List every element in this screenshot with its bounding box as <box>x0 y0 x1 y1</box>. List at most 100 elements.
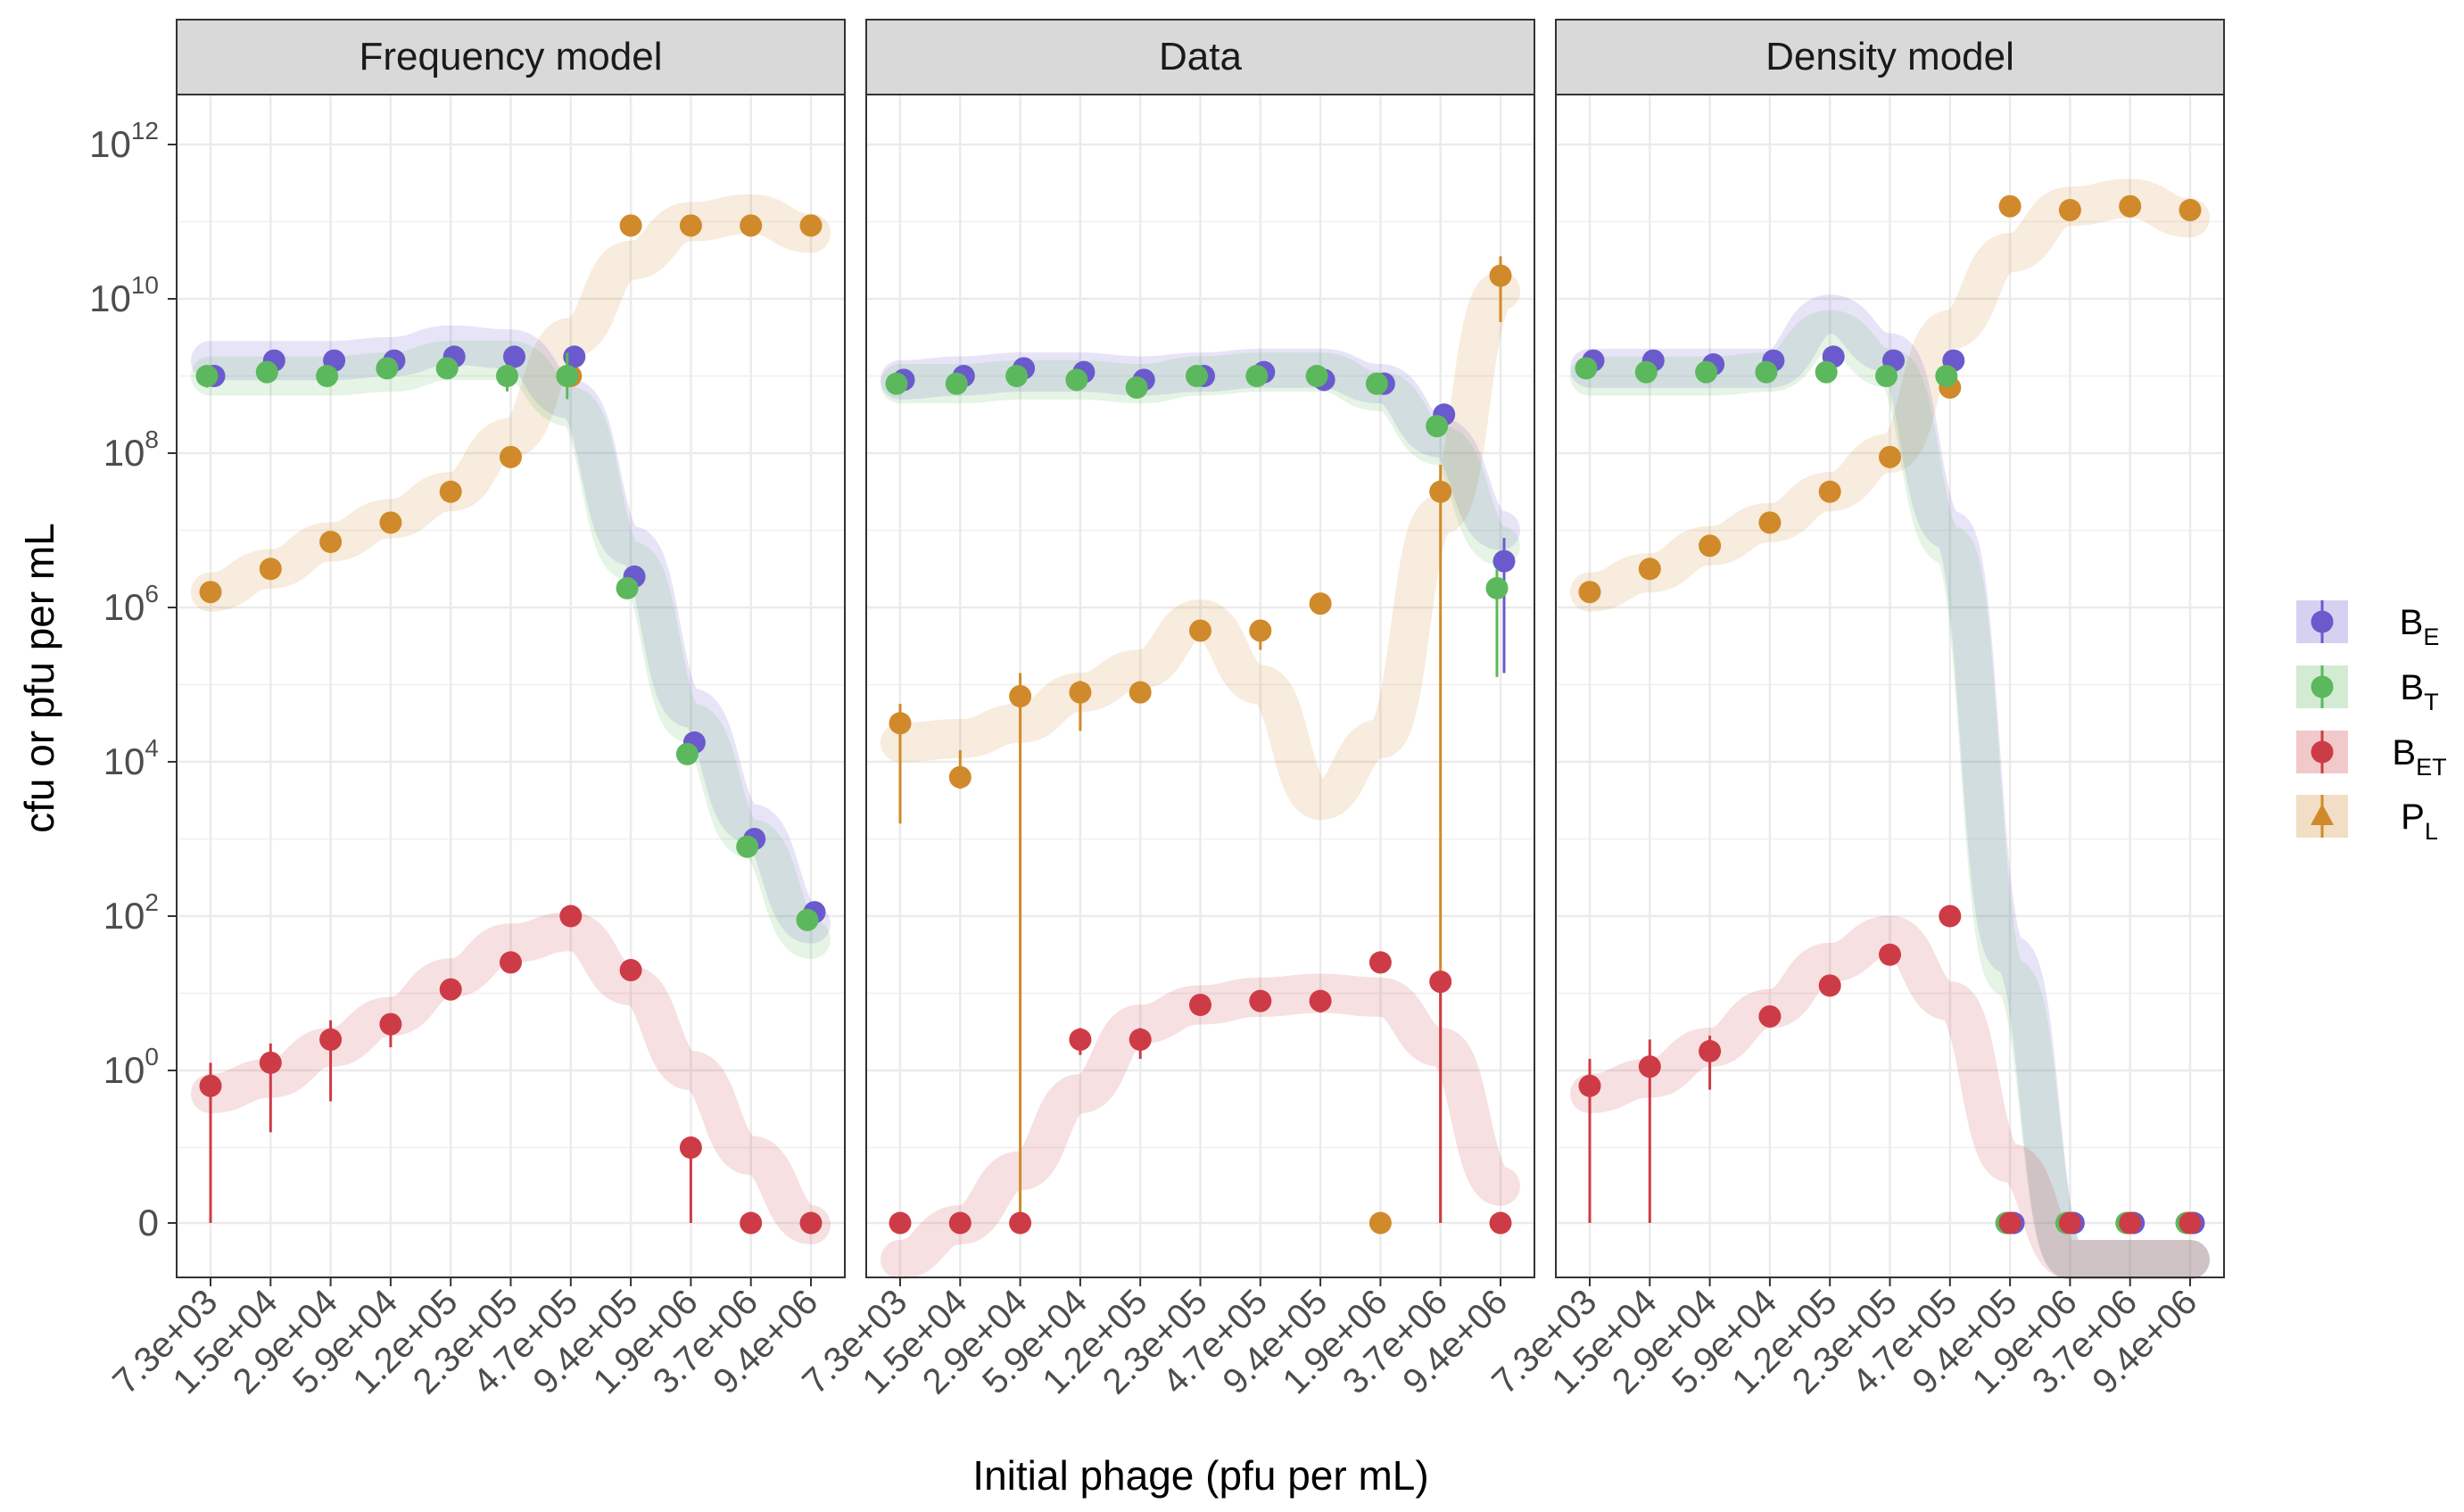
facet-title: Data <box>1159 35 1242 78</box>
legend-label: BE <box>2400 603 2440 650</box>
data-point-bet <box>1879 943 1901 966</box>
data-point-bet <box>619 959 642 982</box>
data-point-pl <box>1309 592 1332 616</box>
data-point-bt <box>1426 415 1449 438</box>
legend: BE BT BET PL <box>2296 600 2447 845</box>
facet-panel: Density model <box>1555 19 2225 1280</box>
facet-strip <box>176 19 846 95</box>
data-point-pl <box>2058 199 2081 222</box>
data-point-pl <box>799 214 823 237</box>
data-point-bt <box>195 365 219 387</box>
smooth-ribbon-bet <box>1570 915 2210 1280</box>
data-point-bt <box>796 908 819 931</box>
data-point-bet <box>199 1074 222 1097</box>
data-point-bet <box>1429 971 1452 994</box>
legend-key-triangle <box>2311 804 2334 825</box>
data-point-bt <box>376 357 399 380</box>
data-point-pl <box>1758 511 1782 534</box>
legend-item-bt: BT <box>2296 665 2439 715</box>
data-point-bt <box>1634 360 1658 384</box>
facet-panel: Frequency model <box>176 19 846 1278</box>
legend-key-point <box>2311 610 2334 633</box>
data-point-bet <box>1249 989 1272 1012</box>
data-point-bet <box>379 1012 402 1036</box>
data-point-bt <box>616 576 639 599</box>
data-point-bt <box>1755 360 1778 384</box>
data-point-pl <box>500 445 522 468</box>
data-point-bt <box>736 835 759 858</box>
smooth-ribbon-bet <box>881 973 1520 1279</box>
data-point-bt <box>1815 360 1838 384</box>
data-point-pl <box>1818 480 1841 503</box>
smooth-ribbon-be <box>1570 294 2210 1280</box>
facet-title: Frequency model <box>360 35 663 78</box>
data-point-bet <box>1998 1211 2022 1235</box>
data-point-bt <box>1695 360 1718 384</box>
data-point-bet <box>2119 1211 2142 1235</box>
data-point-bet <box>799 1211 823 1235</box>
data-point-bt <box>1005 365 1029 387</box>
data-point-pl <box>1129 681 1152 704</box>
data-point-be <box>1492 549 1516 573</box>
data-point-bt <box>255 360 278 384</box>
data-point-pl <box>319 530 343 553</box>
data-point-bet <box>559 905 583 928</box>
data-point-pl <box>1189 619 1211 642</box>
data-point-bet <box>2058 1211 2081 1235</box>
data-point-pl <box>1699 534 1722 558</box>
data-point-bt <box>1485 576 1509 599</box>
data-point-bet <box>1578 1074 1601 1097</box>
data-point-bet <box>1939 905 1962 928</box>
data-point-bet <box>259 1051 282 1074</box>
data-point-bet <box>1758 1004 1782 1028</box>
facet-strip <box>865 19 1535 95</box>
y-tick-label: 0 <box>138 1202 159 1243</box>
y-tick-label: 1010 <box>89 271 159 319</box>
legend-item-bet: BET <box>2296 731 2447 781</box>
data-point-bt <box>1065 368 1088 392</box>
data-point-bet <box>1189 993 1211 1016</box>
y-tick-label: 106 <box>103 580 159 628</box>
data-point-bet <box>679 1136 702 1159</box>
legend-label: BT <box>2400 668 2438 715</box>
data-point-pl <box>439 480 462 503</box>
data-point-pl <box>1879 445 1901 468</box>
facet-title: Density model <box>1765 35 2014 78</box>
data-point-bt <box>1575 357 1598 380</box>
legend-key-point <box>2311 675 2334 698</box>
data-point-bet <box>1009 1211 1032 1235</box>
legend-label: PL <box>2401 797 2438 845</box>
data-point-be <box>503 345 525 368</box>
data-point-bt <box>945 372 968 395</box>
data-point-bet <box>500 951 522 974</box>
data-point-pl <box>1249 619 1272 642</box>
data-point-bet <box>2179 1211 2202 1235</box>
smooth-ribbon-pl <box>881 271 1520 821</box>
data-point-pl <box>1009 684 1032 707</box>
y-tick-label: 1012 <box>89 117 159 165</box>
data-point-pl <box>259 558 282 581</box>
data-point-pl <box>948 765 972 789</box>
data-point-bt <box>1245 365 1269 387</box>
data-point-bet <box>1129 1028 1152 1051</box>
data-point-bt <box>885 372 908 395</box>
legend-key-point <box>2311 740 2334 764</box>
data-point-bt <box>1305 365 1328 387</box>
data-point-pl <box>740 214 763 237</box>
data-point-bet <box>1638 1055 1661 1078</box>
data-point-bet <box>319 1028 343 1051</box>
y-tick-label: 104 <box>103 734 159 782</box>
data-point-pl <box>1998 194 2022 218</box>
smooth-ribbon-bt <box>1570 310 2210 1280</box>
data-point-bt <box>556 365 579 387</box>
facet-panel: Data <box>865 19 1535 1279</box>
data-point-pl <box>1578 581 1601 604</box>
data-point-bt <box>435 357 459 380</box>
data-point-pl <box>679 214 702 237</box>
data-point-pl <box>1069 681 1092 704</box>
data-point-pl <box>1429 480 1452 503</box>
data-point-bet <box>1069 1028 1092 1051</box>
data-point-pl <box>1638 558 1661 581</box>
